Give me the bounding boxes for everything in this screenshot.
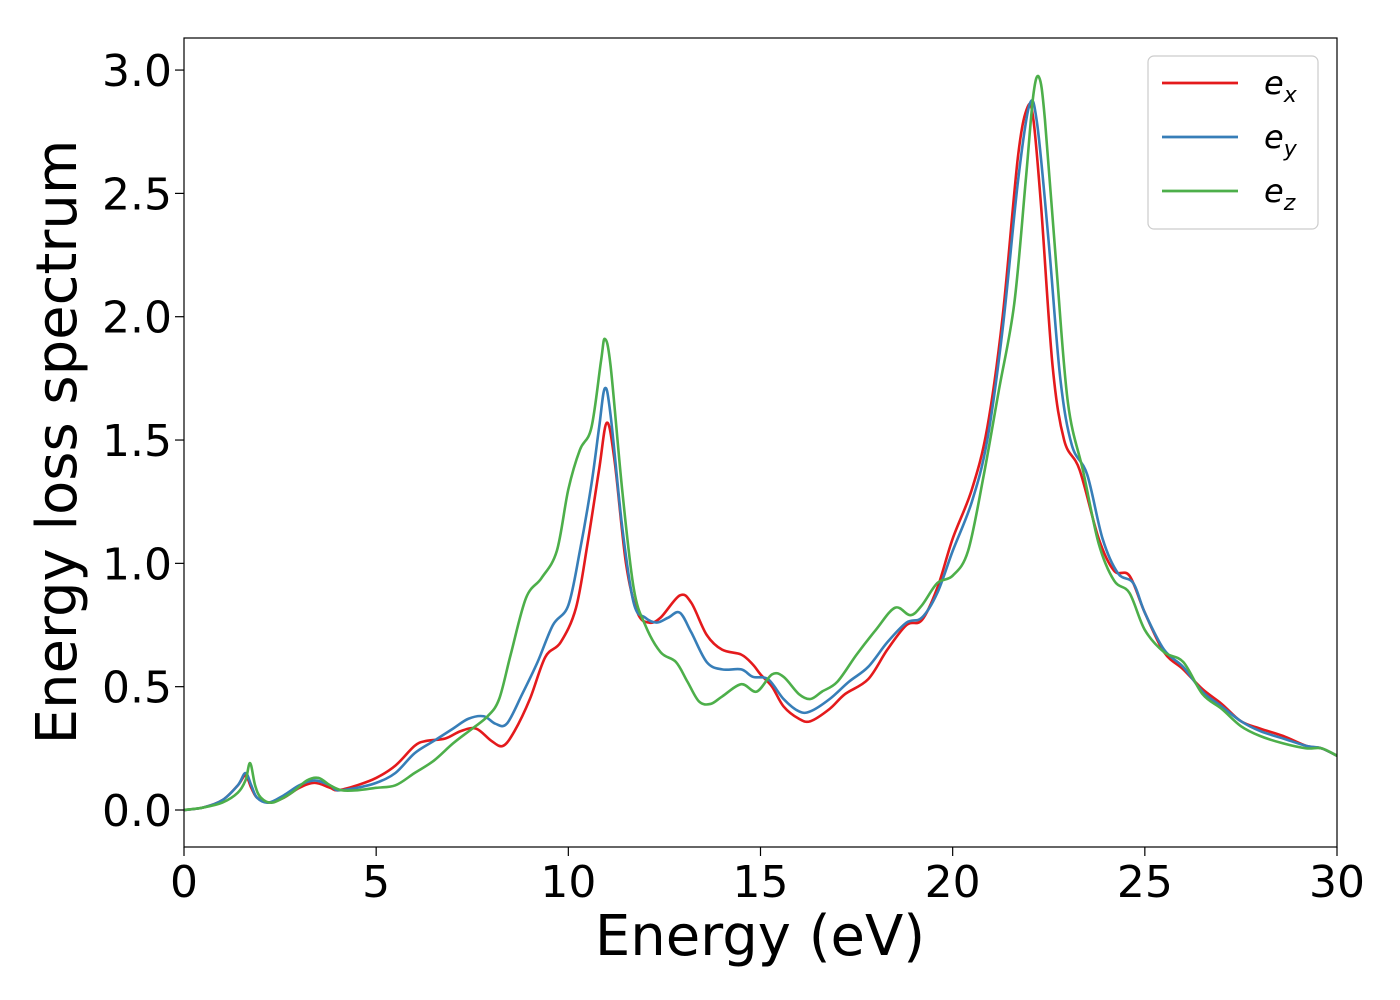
y-axis-title: Energy loss spectrum [25,140,90,745]
x-tick-label: 30 [1309,857,1365,908]
legend-label-ex: ex [1264,64,1298,108]
y-tick-label: 3.0 [102,46,172,97]
y-tick-label: 1.5 [102,416,172,467]
series-layer [184,74,1337,812]
legend-label-ez: ez [1264,172,1296,216]
x-tick-label: 20 [925,857,981,908]
legend: ex ey ez [1147,55,1319,230]
y-tick-label: 2.0 [102,293,172,344]
x-tick-label: 5 [362,857,390,908]
x-axis-title: Energy (eV) [595,904,925,969]
y-tick-label: 0.5 [102,663,172,714]
legend-box [1147,55,1319,230]
x-tick-label: 10 [540,857,596,908]
x-tick-label: 25 [1117,857,1173,908]
x-tick-label: 15 [733,857,789,908]
series-line-ez [184,74,1337,812]
y-tick-label: 2.5 [102,169,172,220]
y-axis: 0.0 0.5 1.0 1.5 2.0 2.5 3.0 [102,46,184,837]
y-tick-label: 1.0 [102,539,172,590]
y-tick-label: 0.0 [102,786,172,837]
x-tick-label: 0 [170,857,198,908]
x-axis: 0 5 10 15 20 25 30 [170,847,1365,908]
legend-label-ey: ey [1264,118,1298,162]
series-line-ey [184,99,1337,812]
